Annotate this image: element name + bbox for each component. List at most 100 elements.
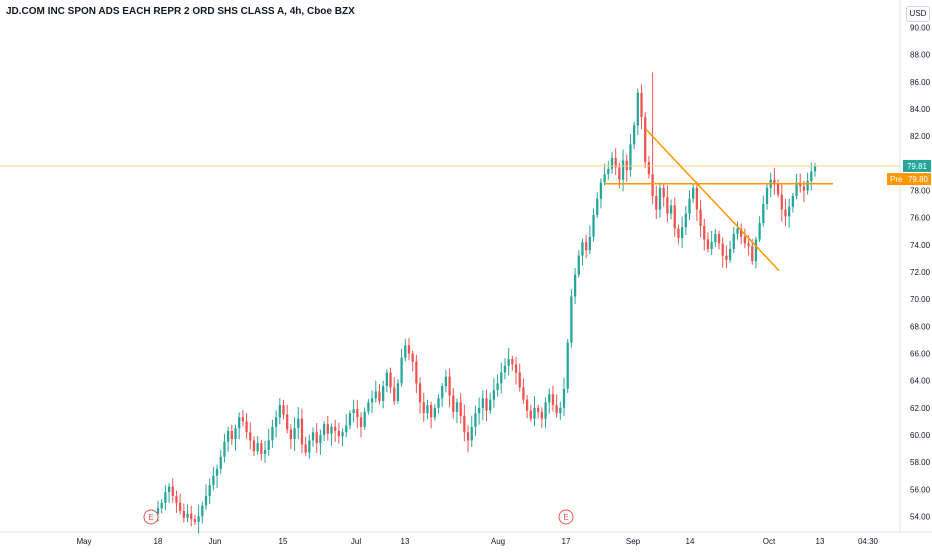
candle [607,168,610,175]
candle [337,430,341,437]
y-tick-label: 68.00 [910,322,931,331]
candle [370,398,374,403]
candle [784,209,787,217]
x-tick-label: Sep [626,537,641,546]
candle [267,440,270,450]
candle [754,239,758,262]
candle [271,426,274,441]
candle [717,233,721,244]
candle [810,171,813,182]
candle [297,418,300,429]
candle [485,398,488,411]
candle [477,407,481,414]
candle [193,519,197,522]
y-tick-label: 74.00 [910,241,931,250]
candle [481,398,484,408]
y-tick-label: 62.00 [910,404,931,413]
candle [544,402,547,419]
candle [721,243,724,256]
candle [245,421,248,433]
candle [433,407,436,418]
candle [315,432,318,444]
candle [348,413,352,426]
candle [489,399,492,411]
candle [459,402,462,416]
candle [164,491,167,503]
candle [389,372,392,388]
candle [223,441,226,457]
candle [426,405,429,414]
candle [514,364,518,373]
candle [356,409,359,418]
candle [441,386,444,399]
candle [204,496,208,506]
candle [330,426,333,434]
candle [393,387,396,401]
candle [570,296,573,343]
candle [252,440,256,452]
descending-trendline[interactable] [645,128,780,272]
candle [444,376,448,387]
candle [640,92,643,118]
candle [367,402,370,412]
y-tick-label: 66.00 [910,349,931,358]
candle [566,342,569,389]
candle [282,405,285,415]
candle [197,516,200,522]
candle [263,449,267,454]
candle [533,407,536,419]
candle [186,513,189,518]
pre-market-value: 79.80 [908,175,929,184]
candle [500,372,503,384]
candle [334,426,337,431]
candle [548,394,551,403]
candle [363,411,366,427]
candle [662,187,665,198]
candle [167,486,171,492]
candle [573,274,577,297]
candle [503,365,507,373]
candle [680,227,684,239]
candle [407,345,411,354]
candle [813,165,817,172]
currency-button[interactable]: USD [906,6,930,22]
earnings-marker[interactable] [558,509,574,525]
candle [780,194,783,210]
candle [260,443,263,454]
candle [319,434,322,444]
candle [212,475,215,486]
y-tick-label: 84.00 [910,105,931,114]
price-axis[interactable] [900,0,932,550]
candle [684,213,687,228]
x-tick-label: 13 [816,537,825,546]
candle [651,174,654,196]
candle [455,402,459,412]
x-tick-label: 17 [562,537,571,546]
y-tick-label: 58.00 [910,458,931,467]
candle [518,372,521,388]
candle [293,428,296,440]
candle [278,405,281,418]
candle [555,405,558,414]
candle [673,205,676,229]
candle [359,417,363,427]
x-tick-label: 14 [686,537,695,546]
candle [736,228,739,234]
candle [728,248,732,260]
x-tick-label: 18 [154,537,163,546]
y-tick-label: 76.00 [910,214,931,223]
candle [411,353,414,362]
candle [182,510,185,518]
earnings-marker[interactable] [143,509,159,525]
earnings-marker-label: E [148,513,153,522]
candle [551,394,555,406]
candle [249,432,252,441]
candle [311,432,315,441]
candle [466,432,470,441]
x-tick-label: May [76,537,91,546]
candle [286,414,289,430]
y-tick-label: 86.00 [910,78,931,87]
candle [669,205,673,214]
